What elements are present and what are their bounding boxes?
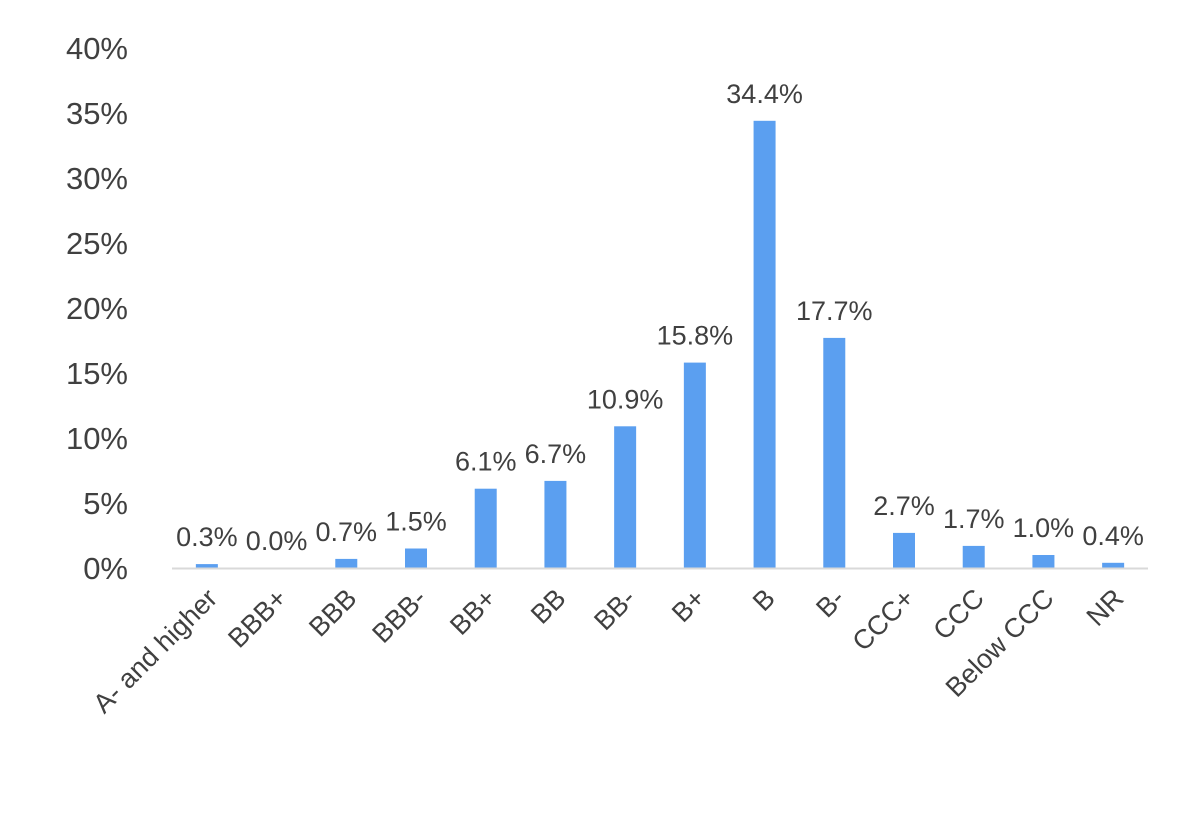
bar (753, 120, 776, 569)
y-tick-label: 15% (66, 356, 128, 391)
x-tick-label: B (747, 583, 781, 617)
bar (335, 558, 358, 568)
x-tick-label: NR (1081, 583, 1130, 632)
x-tick-label: BB+ (444, 583, 502, 641)
x-tick-label: B+ (666, 583, 711, 628)
data-label: 2.7% (873, 491, 935, 521)
data-label: 17.7% (796, 296, 873, 326)
data-label: 1.0% (1013, 513, 1075, 543)
bar (683, 362, 706, 568)
data-label: 1.5% (385, 507, 447, 537)
data-label: 0.4% (1082, 521, 1144, 551)
data-label: 0.0% (246, 526, 308, 556)
bar (405, 548, 427, 568)
data-label: 15.8% (657, 321, 734, 351)
bar (614, 426, 637, 568)
data-labels: 0.3% 0.0% 0.7% 1.5% 6.1% 6.7%10.9% 15.8% 34.4% 1… (176, 79, 1144, 556)
y-tick-label: 25% (66, 226, 128, 261)
y-tick-label: 20% (66, 291, 128, 326)
x-tick-label: BBB- (366, 583, 432, 649)
y-tick-label: 35% (66, 96, 128, 131)
bar (962, 545, 985, 568)
bar (893, 532, 915, 568)
bars (195, 120, 1125, 569)
x-tick-label: CCC (927, 583, 990, 646)
x-tick-label: CCC+ (847, 583, 921, 657)
x-tick-label: BB (525, 583, 572, 630)
y-tick-label: 10% (66, 421, 128, 456)
bar (1102, 562, 1125, 568)
data-label: 1.7% (943, 504, 1005, 534)
x-tick-label: BBB (303, 583, 362, 642)
x-tick-label: BBB+ (222, 583, 293, 654)
data-label: 0.3% (176, 522, 238, 552)
bar (474, 488, 497, 568)
y-tick-label: 30% (66, 161, 128, 196)
y-tick-label: 40% (66, 31, 128, 66)
x-tick-label: B- (810, 583, 850, 623)
bar (195, 564, 218, 568)
data-label: 0.7% (316, 517, 378, 547)
data-label: 6.1% (455, 447, 517, 477)
y-axis-labels: 0% 5% 10% 15% 20% 25% 30% 35% 40% (66, 31, 128, 586)
x-axis-labels: A- and higher BBB+ BBB BBB- BB+ BB BB- B+ B B-CCC… (87, 583, 1129, 719)
bar (823, 337, 846, 568)
data-label: 10.9% (587, 384, 664, 414)
data-label: 34.4% (726, 79, 803, 109)
y-tick-label: 5% (83, 486, 128, 521)
x-tick-label: A- and higher (87, 583, 223, 719)
bar (544, 480, 567, 568)
x-tick-label: BB- (588, 583, 641, 636)
bar (1032, 555, 1055, 568)
y-tick-label: 0% (83, 551, 128, 586)
data-label: 6.7% (525, 439, 587, 469)
